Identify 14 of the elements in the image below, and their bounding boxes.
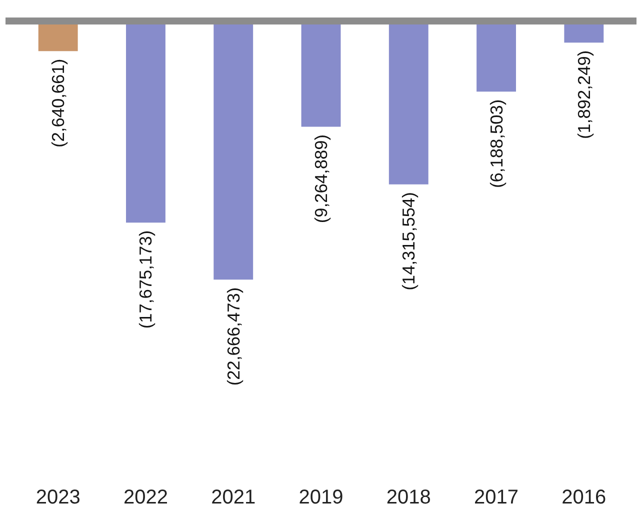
data-label: (9,264,889): [311, 134, 331, 224]
x-tick-label: 2018: [386, 486, 431, 506]
data-label: (14,315,554): [398, 192, 419, 290]
x-tick-label: 2021: [211, 486, 256, 506]
x-tick-label: 2023: [36, 486, 80, 506]
data-label: (17,675,173): [136, 230, 156, 329]
x-tick-label: 2019: [298, 486, 344, 506]
data-label: (2,640,661): [48, 58, 68, 148]
data-label: (22,666,473): [223, 287, 244, 386]
data-label: (1,892,249): [574, 50, 594, 139]
x-tick-label: 2017: [474, 486, 519, 506]
data-label: (6,188,503): [486, 99, 506, 188]
x-tick-label: 2016: [562, 486, 606, 506]
x-tick-label: 2022: [123, 486, 168, 506]
